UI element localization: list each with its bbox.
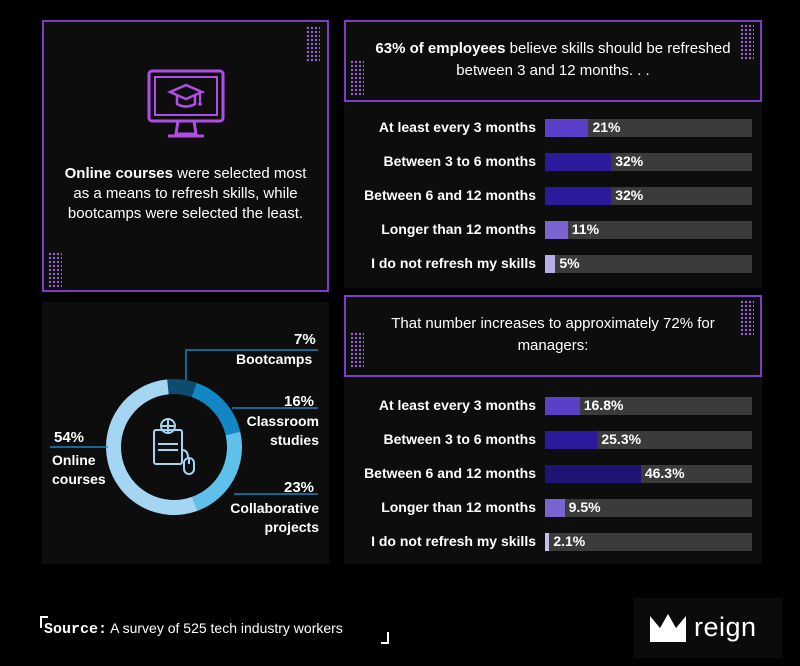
dot-pattern (740, 300, 754, 336)
managers-value-label: 46.3% (644, 465, 685, 481)
employees-category-label: Between 6 and 12 months (364, 187, 536, 203)
donut-slice-online-courses (106, 379, 198, 515)
managers-bar-track (545, 465, 752, 483)
employees-row: Between 6 and 12 months 32% (344, 186, 762, 206)
employees-category-label: At least every 3 months (378, 119, 536, 135)
managers-heading: That number increases to approximately 7… (391, 315, 715, 354)
employees-bar-track (545, 153, 752, 171)
donut-label-classroom: Classroom studies (246, 413, 319, 448)
online-courses-summary: Online courses were selected most as a m… (64, 165, 307, 222)
employees-bar (545, 119, 589, 137)
donut-label-bootcamps-value: 7% (294, 331, 316, 348)
employees-row: Between 3 to 6 months 32% (344, 152, 762, 172)
managers-value-label: 2.1% (553, 533, 586, 549)
donut-slice-collaborative-projects (192, 431, 242, 511)
donut-label-classroom-value: 16% (284, 393, 315, 410)
bracket-corner (40, 616, 48, 628)
employees-bar (545, 153, 612, 171)
employees-bar (545, 255, 556, 273)
dot-pattern (350, 60, 364, 96)
dot-pattern (350, 332, 364, 368)
monitor-graduation-cap-icon (147, 69, 225, 138)
managers-value-label: 25.3% (601, 431, 642, 447)
employees-bar-track (545, 187, 752, 205)
managers-bar (545, 533, 550, 551)
managers-bar (545, 397, 580, 415)
managers-bar-track (545, 397, 752, 415)
donut-label-online-value: 54% (54, 429, 85, 446)
online-courses-panel (42, 20, 329, 292)
managers-value-label: 9.5% (568, 499, 601, 515)
managers-category-label: I do not refresh my skills (371, 533, 536, 549)
employees-value-label: 32% (615, 187, 644, 203)
employees-value-label: 32% (615, 153, 644, 169)
employees-row: I do not refresh my skills 5% (344, 254, 762, 274)
source-note: Source: A survey of 525 tech industry wo… (44, 620, 343, 638)
managers-value-label: 16.8% (583, 397, 624, 413)
managers-bar (545, 499, 565, 517)
managers-category-label: Longer than 12 months (381, 499, 536, 515)
employees-bar (545, 221, 568, 239)
skills-donut-chart (50, 349, 318, 515)
dot-pattern (306, 26, 320, 62)
donut-hole (122, 395, 226, 499)
managers-bar-track (545, 499, 752, 517)
logo-text: reign (694, 612, 757, 642)
managers-bar-track (545, 431, 752, 449)
dot-pattern (740, 24, 754, 60)
dot-pattern (48, 252, 62, 288)
managers-row: At least every 3 months 16.8% (344, 396, 762, 416)
employees-header-panel: 63% of employees believe skills should b… (344, 20, 762, 102)
employees-category-label: I do not refresh my skills (371, 255, 536, 271)
managers-category-label: Between 3 to 6 months (383, 431, 536, 447)
donut-label-online: Online courses (52, 452, 106, 487)
employees-bar-track (545, 221, 752, 239)
donut-slice-classroom-studies (191, 382, 241, 436)
employees-bar-track (545, 255, 752, 273)
donut-label-collaborative: Collaborative projects (230, 500, 319, 535)
reign-logo: reign (634, 598, 782, 658)
managers-bar-track (545, 533, 752, 551)
employees-row: At least every 3 months 21% (344, 118, 762, 138)
managers-header-panel: That number increases to approximately 7… (344, 295, 762, 377)
employees-category-label: Between 3 to 6 months (383, 153, 536, 169)
leader-line (185, 349, 318, 380)
managers-row: Between 3 to 6 months 25.3% (344, 430, 762, 450)
employees-value-label: 5% (559, 255, 580, 271)
bracket-corner (381, 632, 389, 644)
employees-category-label: Longer than 12 months (381, 221, 536, 237)
employees-bar-track (545, 119, 752, 137)
crown-icon (650, 614, 686, 642)
managers-bar (545, 431, 598, 449)
employees-value-label: 11% (571, 221, 600, 237)
managers-row: I do not refresh my skills 2.1% (344, 532, 762, 552)
managers-row: Longer than 12 months 9.5% (344, 498, 762, 518)
donut-label-collaborative-value: 23% (284, 479, 315, 496)
employees-value-label: 21% (592, 119, 621, 135)
certificate-mouse-icon (153, 418, 195, 475)
donut-label-bootcamps: Bootcamps (236, 351, 313, 367)
managers-category-label: At least every 3 months (378, 397, 536, 413)
employees-bar (545, 187, 612, 205)
employees-row: Longer than 12 months 11% (344, 220, 762, 240)
donut-slice-bootcamps (167, 379, 197, 398)
employees-heading: 63% of employees believe skills should b… (375, 40, 731, 79)
managers-category-label: Between 6 and 12 months (364, 465, 536, 481)
managers-bar (545, 465, 641, 483)
managers-row: Between 6 and 12 months 46.3% (344, 464, 762, 484)
